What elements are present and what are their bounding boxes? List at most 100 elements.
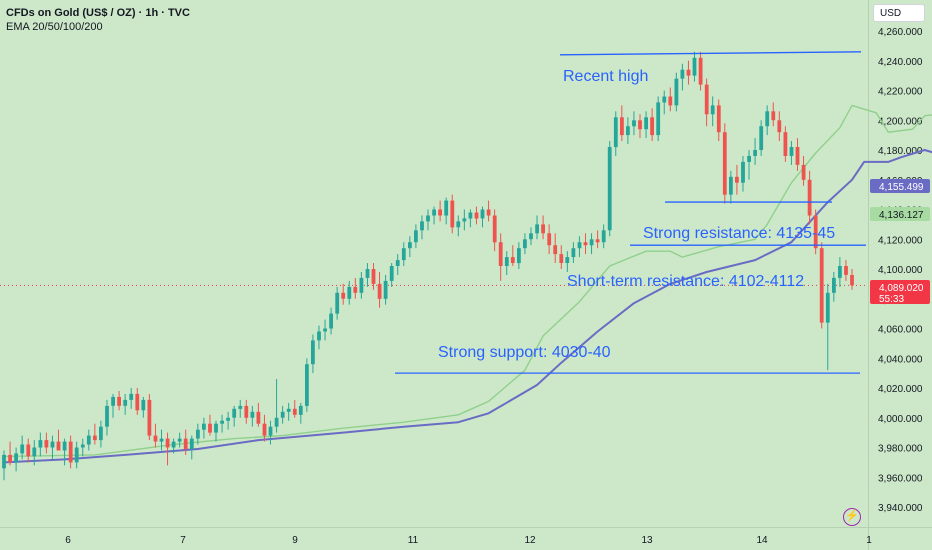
- candle-body: [129, 393, 134, 400]
- candle-body: [722, 132, 727, 195]
- candle-body: [250, 411, 255, 418]
- candle-body: [480, 209, 485, 219]
- candle-body: [159, 438, 164, 442]
- current-price-tag-text: 55:33: [879, 294, 904, 305]
- candle-body: [517, 248, 521, 264]
- candle-body: [341, 292, 346, 299]
- candle-body: [620, 117, 624, 136]
- candle-body: [765, 111, 770, 127]
- candle-body: [414, 230, 418, 243]
- candle-body: [56, 441, 61, 451]
- candle-body: [353, 286, 358, 293]
- candle-body: [825, 292, 830, 323]
- recent-high-label: Recent high: [563, 68, 648, 85]
- candle-body: [444, 200, 449, 216]
- candle-body: [214, 423, 218, 433]
- candle-body: [347, 286, 352, 299]
- candle-body: [819, 248, 824, 323]
- candle-body: [577, 242, 582, 249]
- candle-body: [141, 399, 146, 411]
- candle-body: [196, 429, 200, 439]
- candle-body: [535, 224, 539, 234]
- candle-body: [486, 209, 491, 216]
- y-tick-label: 4,200.000: [878, 116, 923, 127]
- ema-lower-tag-text: 4,136.127: [879, 210, 924, 221]
- candle-body: [256, 411, 261, 424]
- x-tick-label: 7: [180, 535, 186, 546]
- candle-body: [438, 209, 442, 216]
- candle-body: [117, 396, 121, 406]
- candle-body: [286, 408, 291, 412]
- candle-body: [244, 405, 249, 418]
- candle-body: [850, 275, 854, 286]
- candle-body: [547, 233, 552, 246]
- candle-body: [86, 435, 91, 445]
- candle-body: [420, 221, 424, 231]
- candle-body: [589, 239, 594, 246]
- x-tick-label: 1: [866, 535, 872, 546]
- candle-body: [2, 454, 6, 469]
- candle-body: [432, 209, 436, 216]
- candle-body: [389, 266, 394, 281]
- x-tick-label: 13: [641, 535, 653, 546]
- candle-body: [311, 340, 315, 365]
- candle-body: [704, 84, 709, 115]
- candle-body: [408, 242, 412, 249]
- x-tick-label: 9: [292, 535, 298, 546]
- candle-body: [607, 147, 612, 231]
- candle-body: [298, 405, 303, 415]
- tradingview-logo-icon[interactable]: ⚡: [843, 508, 861, 526]
- candle-body: [783, 132, 788, 156]
- candle-body: [395, 260, 400, 266]
- candle-body: [656, 102, 661, 136]
- y-tick-label: 3,980.000: [878, 444, 923, 455]
- candle-body: [202, 423, 206, 430]
- candle-body: [274, 417, 279, 427]
- x-tick-label: 14: [756, 535, 768, 546]
- candle-body: [559, 254, 564, 263]
- candle-body: [14, 453, 18, 463]
- candle-body: [626, 126, 630, 136]
- candle-body: [741, 161, 745, 183]
- candle-body: [105, 405, 109, 427]
- candle-body: [359, 277, 364, 293]
- candle-body: [789, 147, 794, 156]
- candle-body: [498, 242, 503, 266]
- candle-body: [844, 266, 848, 275]
- candle-body: [323, 328, 327, 332]
- candle-body: [753, 150, 757, 156]
- candle-body: [268, 426, 273, 436]
- candle-body: [335, 292, 340, 314]
- candle-body: [80, 444, 85, 448]
- candle-body: [135, 393, 140, 411]
- candle-body: [426, 215, 430, 222]
- candle-body: [44, 440, 49, 448]
- candle-body: [680, 69, 685, 79]
- candle-body: [468, 212, 473, 219]
- candle-body: [492, 215, 497, 243]
- candle-body: [838, 266, 842, 278]
- candle-body: [365, 269, 370, 278]
- candle-body: [317, 331, 321, 341]
- candle-body: [50, 441, 55, 448]
- symbol-title[interactable]: CFDs on Gold (US$ / OZ) · 1h · TVC: [6, 7, 190, 19]
- candle-body: [383, 280, 388, 299]
- indicator-label[interactable]: EMA 20/50/100/200: [6, 21, 103, 33]
- y-tick-label: 4,040.000: [878, 354, 923, 365]
- candle-body: [601, 230, 606, 243]
- x-tick-label: 12: [524, 535, 536, 546]
- candle-body: [262, 423, 267, 436]
- currency-button[interactable]: USD: [873, 4, 925, 22]
- y-tick-label: 4,260.000: [878, 27, 923, 38]
- candle-body: [583, 242, 588, 246]
- candle-body: [20, 444, 25, 454]
- recent-high-line[interactable]: [559, 51, 862, 56]
- candle-body: [595, 239, 600, 243]
- candle-body: [698, 57, 703, 85]
- candle-body: [716, 105, 721, 133]
- candle-body: [232, 408, 237, 418]
- candle-body: [747, 155, 751, 162]
- candle-body: [305, 364, 309, 406]
